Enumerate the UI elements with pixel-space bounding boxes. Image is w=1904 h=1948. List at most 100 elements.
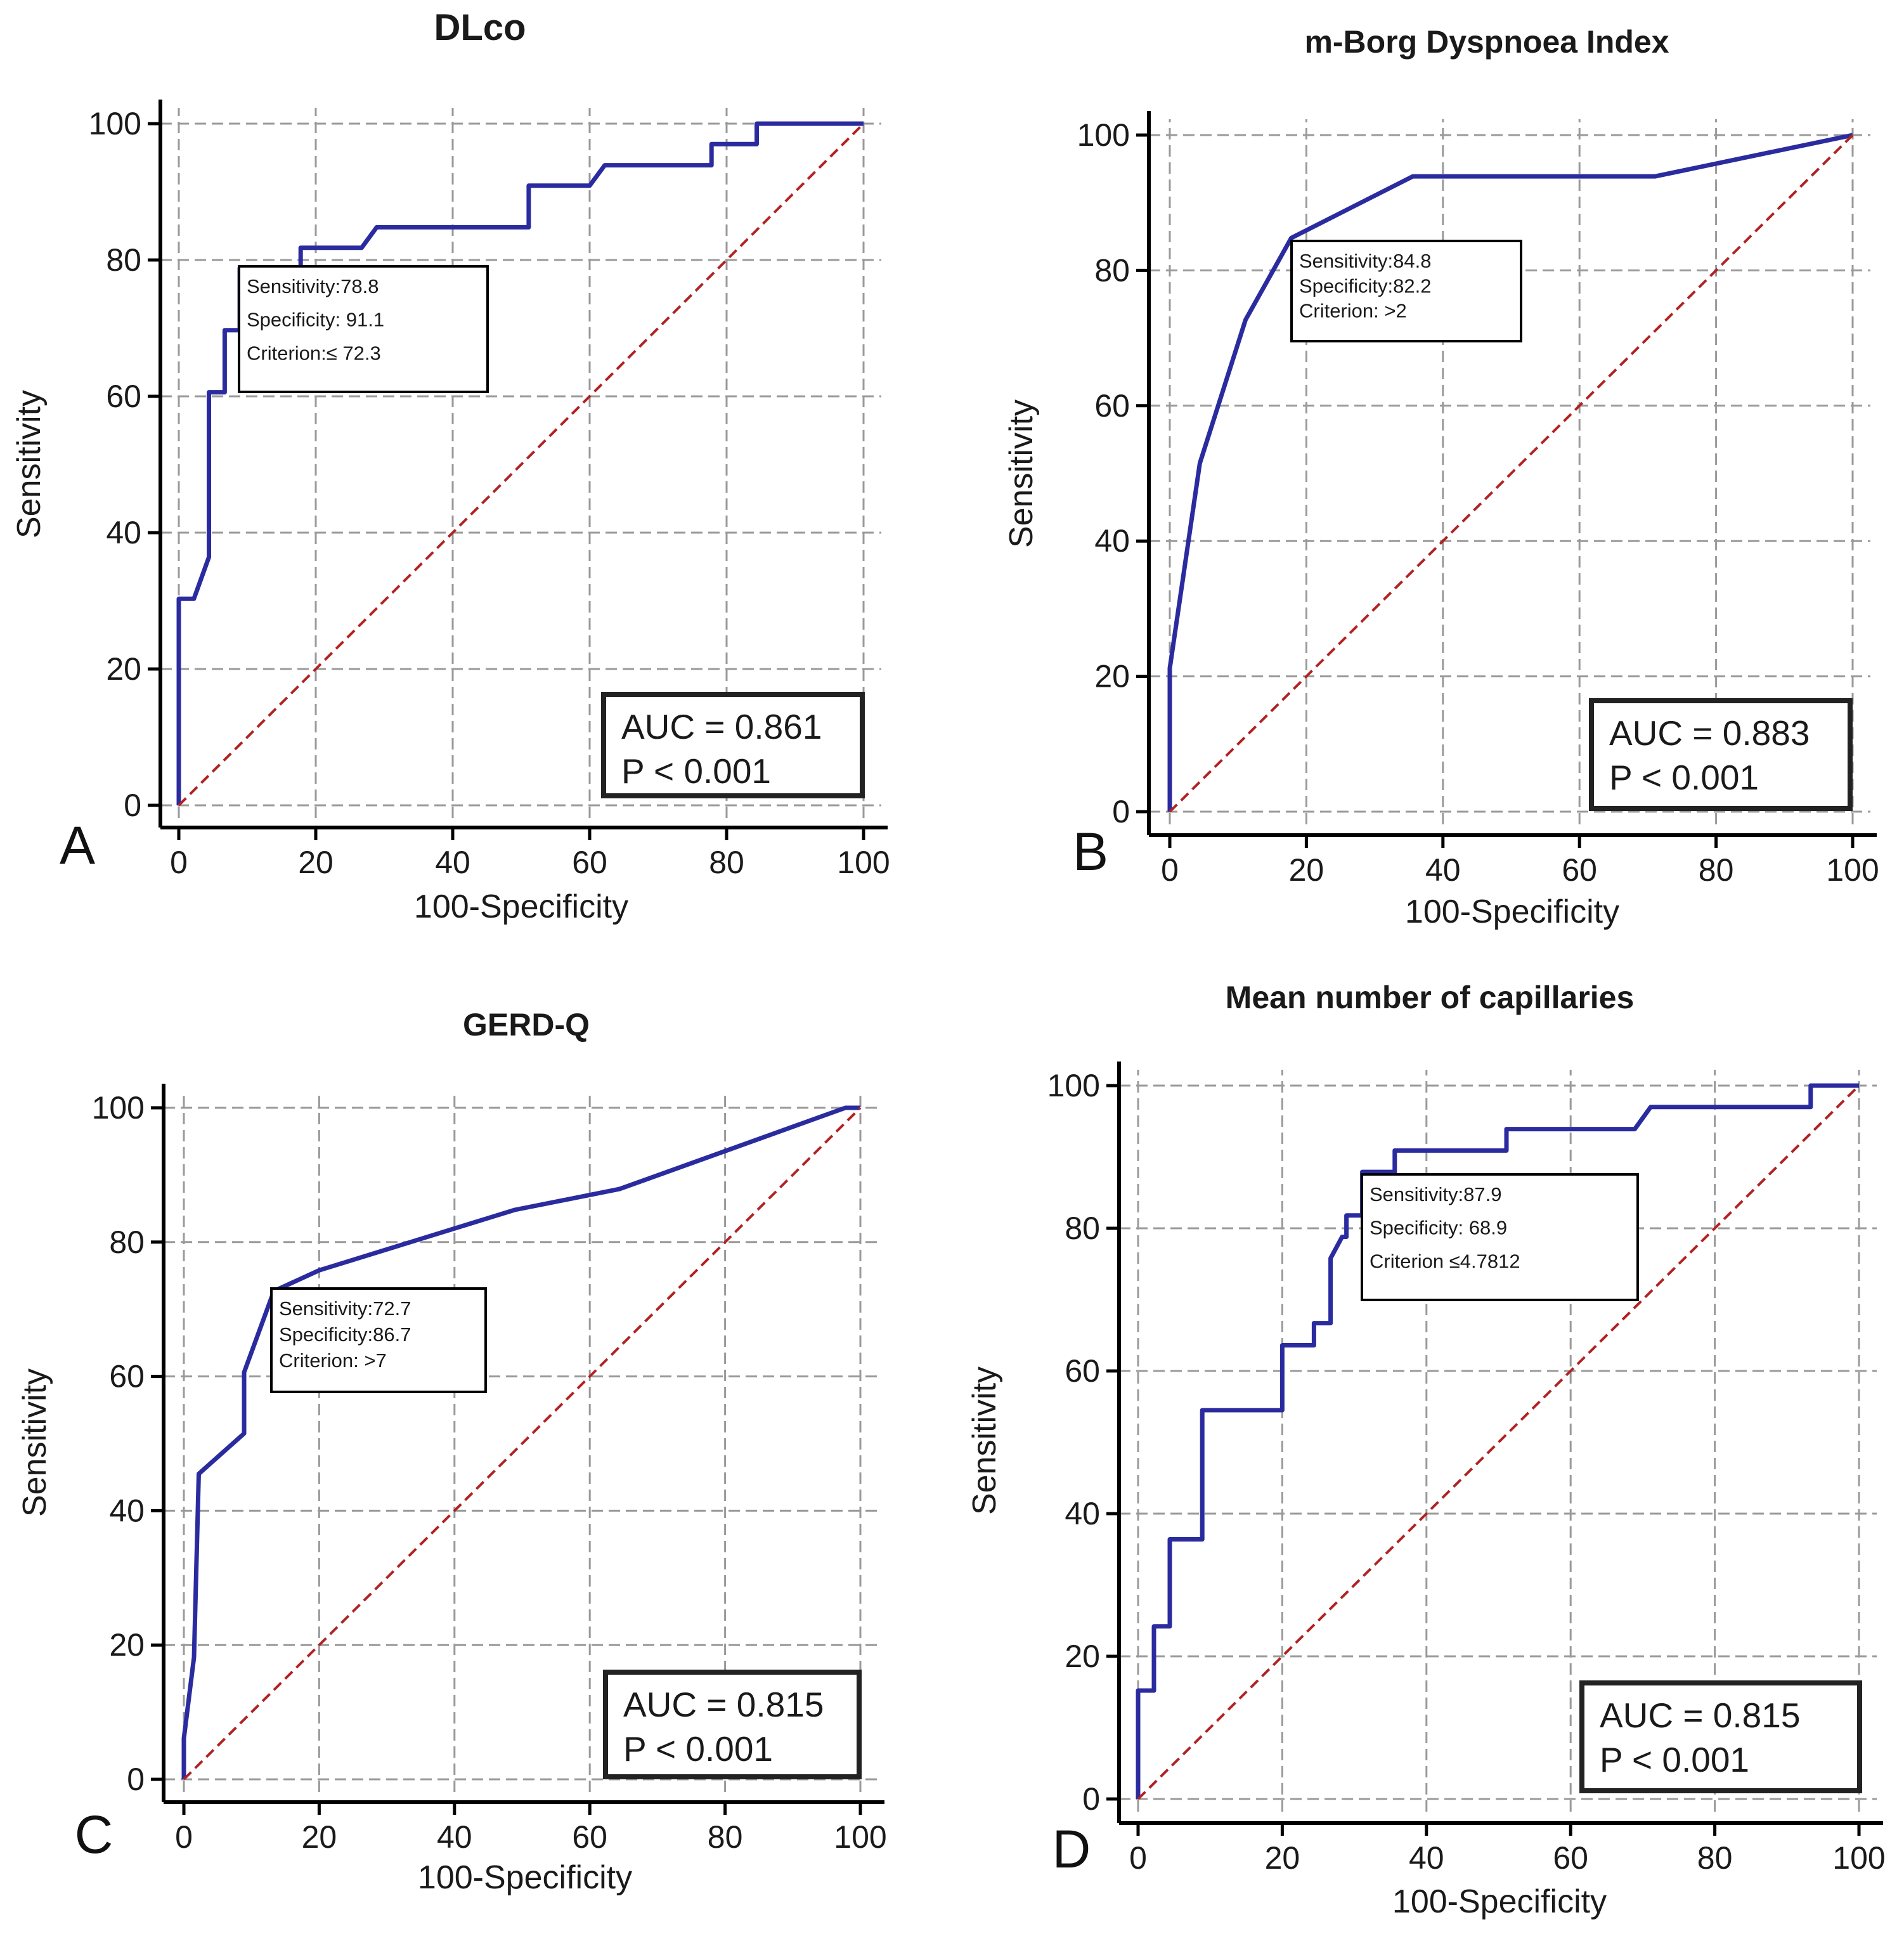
criterion-text: Specificity:86.7 xyxy=(279,1323,411,1346)
x-tick-label: 60 xyxy=(1562,852,1597,888)
x-tick-label: 100 xyxy=(1832,1840,1885,1876)
x-tick-label: 20 xyxy=(298,845,334,880)
x-tick-label: 40 xyxy=(1425,852,1461,888)
criterion-text: Sensitivity:72.7 xyxy=(279,1297,411,1320)
criterion-box xyxy=(1361,1173,1639,1301)
x-tick-label: 20 xyxy=(302,1819,337,1855)
x-tick-label: 0 xyxy=(1161,852,1179,888)
p-value: P < 0.001 xyxy=(621,751,771,791)
criterion-text: Specificity: 68.9 xyxy=(1370,1217,1507,1239)
x-tick-label: 80 xyxy=(709,845,744,880)
x-tick-label: 100 xyxy=(1826,852,1879,888)
x-tick-label: 60 xyxy=(572,845,607,880)
criterion-text: Sensitivity:78.8 xyxy=(247,275,379,297)
criterion-box xyxy=(238,265,489,393)
roc-curve-line xyxy=(1167,133,1853,812)
x-tick-label: 100 xyxy=(837,845,890,880)
panel-a: 00 20 20 40 40 60 60 80 80 100 100 100-Specificity S… xyxy=(11,7,890,925)
y-axis-label: Sensitivity xyxy=(1003,399,1040,548)
reference-diagonal-line xyxy=(1137,1084,1860,1800)
criterion-text: Criterion: >2 xyxy=(1299,300,1407,322)
x-tick-label: 60 xyxy=(1553,1840,1588,1876)
x-tick-label: 40 xyxy=(437,1819,472,1855)
panel-letter: B xyxy=(1073,822,1108,881)
criterion-text: Criterion:≤ 72.3 xyxy=(247,342,381,364)
x-axis-label: 100-Specificity xyxy=(1392,1883,1607,1920)
y-tick-label: 60 xyxy=(1065,1353,1100,1389)
y-tick-label: 60 xyxy=(1094,388,1130,424)
roc-curve-line xyxy=(181,1105,860,1779)
auc-stats-box xyxy=(1579,1680,1862,1793)
y-tick-label: 100 xyxy=(92,1090,145,1126)
roc-curve-line xyxy=(176,121,864,805)
y-tick-label: 0 xyxy=(127,1762,145,1797)
x-tick-label: 0 xyxy=(170,845,188,880)
y-tick-label: 40 xyxy=(109,1493,145,1528)
y-tick-label: 0 xyxy=(1082,1781,1100,1817)
y-tick-label: 40 xyxy=(1094,523,1130,559)
panel-letter: D xyxy=(1052,1819,1091,1879)
x-tick-label: 60 xyxy=(572,1819,607,1855)
y-axis-label: Sensitivity xyxy=(11,390,48,538)
chart-title: m-Borg Dyspnoea Index xyxy=(1304,24,1669,60)
criterion-text: Specificity: 91.1 xyxy=(247,309,384,331)
criterion-text: Criterion ≤4.7812 xyxy=(1370,1250,1520,1272)
x-axis-label: 100-Specificity xyxy=(418,1859,632,1896)
y-tick-label: 20 xyxy=(109,1627,145,1663)
criterion-text: Sensitivity:87.9 xyxy=(1370,1183,1502,1205)
auc-stats-box xyxy=(601,692,865,798)
y-tick-label: 0 xyxy=(124,788,141,823)
panel-d: 00 20 20 40 40 60 60 80 80 100 100 100-Specificity S… xyxy=(966,980,1886,1920)
chart-title: Mean number of capillaries xyxy=(1226,980,1635,1015)
roc-curve-line xyxy=(1136,1083,1859,1799)
panel-c: 00 20 20 40 40 60 60 80 80 100 100 100-Specificity S… xyxy=(16,1007,887,1896)
auc-value: AUC = 0.883 xyxy=(1609,713,1810,753)
y-tick-label: 20 xyxy=(1094,659,1130,694)
y-tick-label: 100 xyxy=(89,106,141,141)
criterion-box xyxy=(1290,240,1522,342)
panel-b: 00 20 20 40 40 60 60 80 80 100 100 100-Specificity S… xyxy=(1003,24,1879,930)
x-tick-label: 0 xyxy=(175,1819,193,1855)
y-tick-label: 0 xyxy=(1112,794,1130,829)
reference-diagonal-line xyxy=(178,122,865,807)
auc-value: AUC = 0.815 xyxy=(1600,1696,1800,1735)
p-value: P < 0.001 xyxy=(623,1729,773,1769)
auc-stats-box xyxy=(1589,698,1853,811)
y-tick-label: 80 xyxy=(1065,1211,1100,1246)
criterion-text: Specificity:82.2 xyxy=(1299,275,1432,297)
x-tick-label: 80 xyxy=(1697,1840,1733,1876)
y-tick-label: 20 xyxy=(106,651,141,687)
auc-value: AUC = 0.815 xyxy=(623,1685,824,1724)
reference-diagonal-line xyxy=(1169,134,1854,813)
criterion-text: Criterion: >7 xyxy=(279,1349,387,1372)
y-tick-label: 40 xyxy=(106,515,141,550)
y-tick-label: 100 xyxy=(1077,117,1130,153)
auc-value: AUC = 0.861 xyxy=(621,707,822,746)
x-tick-label: 20 xyxy=(1265,1840,1300,1876)
y-tick-label: 100 xyxy=(1047,1068,1100,1103)
chart-title: DLco xyxy=(434,7,526,48)
criterion-text: Sensitivity:84.8 xyxy=(1299,250,1432,272)
y-tick-label: 60 xyxy=(109,1359,145,1394)
y-tick-label: 80 xyxy=(109,1224,145,1260)
p-value: P < 0.001 xyxy=(1600,1740,1749,1779)
y-tick-label: 80 xyxy=(1094,252,1130,288)
y-axis-label: Sensitivity xyxy=(16,1368,53,1517)
x-tick-label: 40 xyxy=(1409,1840,1444,1876)
x-tick-label: 80 xyxy=(708,1819,743,1855)
panel-letter: C xyxy=(75,1805,113,1864)
auc-stats-box xyxy=(603,1670,862,1779)
y-tick-label: 80 xyxy=(106,242,141,278)
y-tick-label: 20 xyxy=(1065,1639,1100,1674)
panel-letter: A xyxy=(60,815,95,875)
y-tick-label: 40 xyxy=(1065,1496,1100,1531)
chart-title: GERD-Q xyxy=(463,1007,590,1042)
x-tick-label: 20 xyxy=(1289,852,1324,888)
x-tick-label: 100 xyxy=(834,1819,886,1855)
x-tick-label: 40 xyxy=(435,845,470,880)
criterion-box xyxy=(270,1287,487,1393)
y-tick-label: 60 xyxy=(106,379,141,414)
y-axis-label: Sensitivity xyxy=(966,1367,1003,1515)
x-tick-label: 0 xyxy=(1129,1840,1147,1876)
